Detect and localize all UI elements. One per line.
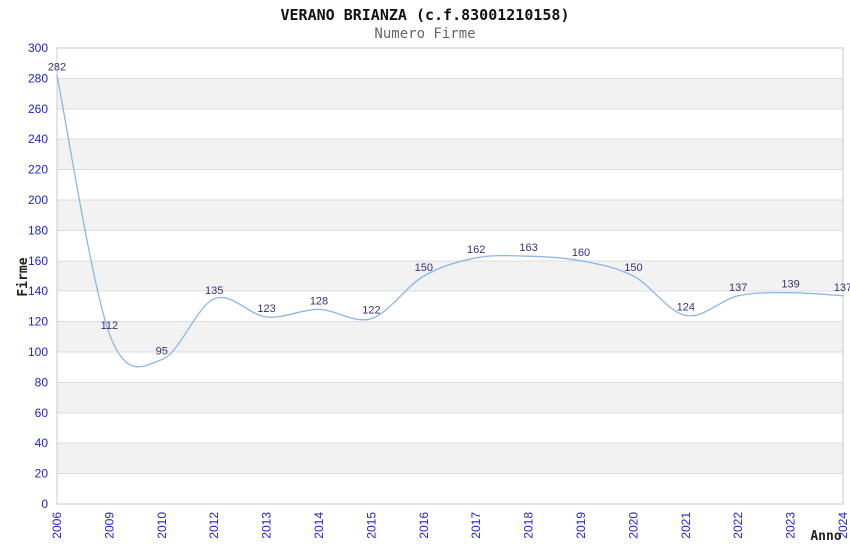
x-tick-2020: 2020 (626, 512, 640, 539)
y-tick-300: 300 (28, 41, 48, 55)
x-tick-2006: 2006 (50, 512, 64, 539)
x-tick-2024: 2024 (836, 512, 850, 539)
x-tick-2018: 2018 (522, 512, 536, 539)
data-label-2024: 137 (834, 282, 850, 294)
plot-band (57, 321, 843, 352)
plot-band (57, 473, 843, 504)
plot-bands (57, 48, 843, 504)
data-label-2012: 135 (205, 285, 223, 297)
plot-band (57, 230, 843, 261)
plot-band (57, 412, 843, 444)
plot-band (57, 443, 843, 474)
data-label-2023: 139 (781, 279, 799, 291)
y-tick-20: 20 (35, 467, 49, 481)
x-tick-2014: 2014 (312, 512, 326, 539)
x-tick-2015: 2015 (364, 512, 378, 539)
plot-band (57, 291, 843, 322)
y-axis-title: Firme (16, 257, 31, 296)
y-tick-280: 280 (28, 71, 48, 85)
data-label-2010: 95 (156, 346, 168, 358)
plot-band (57, 169, 843, 200)
x-tick-2019: 2019 (574, 512, 588, 539)
plot-band (57, 352, 843, 383)
y-axis-ticks: 0 20 40 60 80 100 120 140 160 180 200 220 240 260 280 3… (28, 41, 48, 511)
data-label-2019: 160 (572, 247, 590, 259)
y-tick-240: 240 (28, 132, 48, 146)
x-tick-2009: 2009 (102, 512, 116, 539)
data-label-2018: 163 (519, 242, 537, 254)
x-tick-2023: 2023 (784, 512, 798, 539)
data-label-2014: 128 (310, 295, 328, 307)
x-axis-ticks: 2006 2009 2010 2012 2013 2014 2015 2016 2017 2018… (50, 512, 850, 539)
y-tick-160: 160 (28, 254, 48, 268)
plot-border (56, 47, 844, 505)
y-tick-40: 40 (35, 436, 49, 450)
y-tick-200: 200 (28, 193, 48, 207)
data-label-2016: 150 (415, 262, 433, 274)
plot-band (57, 78, 843, 109)
x-axis-title: Anno (810, 529, 841, 544)
plot-band (57, 139, 843, 170)
y-tick-100: 100 (28, 345, 48, 359)
data-label-2021: 124 (677, 302, 695, 314)
x-tick-2013: 2013 (260, 512, 274, 539)
data-label-2022: 137 (729, 282, 747, 294)
y-tick-80: 80 (35, 375, 49, 389)
y-tick-260: 260 (28, 102, 48, 116)
y-tick-180: 180 (28, 223, 48, 237)
data-label-2015: 122 (362, 305, 380, 317)
plot-band (57, 260, 843, 292)
chart-title: VERANO BRIANZA (c.f.83001210158) (280, 6, 570, 24)
data-label-2006: 282 (48, 61, 66, 73)
x-tick-2021: 2021 (679, 512, 693, 539)
series-line (56, 74, 844, 368)
data-label-2013: 123 (257, 303, 275, 315)
y-tick-120: 120 (28, 315, 48, 329)
chart-subtitle: Numero Firme (374, 26, 476, 42)
y-tick-220: 220 (28, 163, 48, 177)
plot-band (57, 48, 843, 79)
x-tick-2017: 2017 (469, 512, 483, 539)
data-label-2017: 162 (467, 244, 485, 256)
y-tick-140: 140 (28, 284, 48, 298)
data-label-2020: 150 (624, 262, 642, 274)
data-labels: 282 112 95 135 123 128 122 150 162 163 160 150 124 13… (48, 61, 850, 357)
gridlines (57, 47, 843, 505)
data-label-2009: 112 (101, 320, 119, 332)
x-tick-2016: 2016 (417, 512, 431, 539)
x-tick-2022: 2022 (731, 512, 745, 539)
y-tick-60: 60 (35, 406, 49, 420)
x-tick-2010: 2010 (155, 512, 169, 539)
x-tick-2012: 2012 (207, 512, 221, 539)
plot-band (57, 382, 843, 413)
plot-band (57, 200, 843, 231)
plot-band (57, 108, 843, 140)
y-tick-0: 0 (41, 497, 48, 511)
